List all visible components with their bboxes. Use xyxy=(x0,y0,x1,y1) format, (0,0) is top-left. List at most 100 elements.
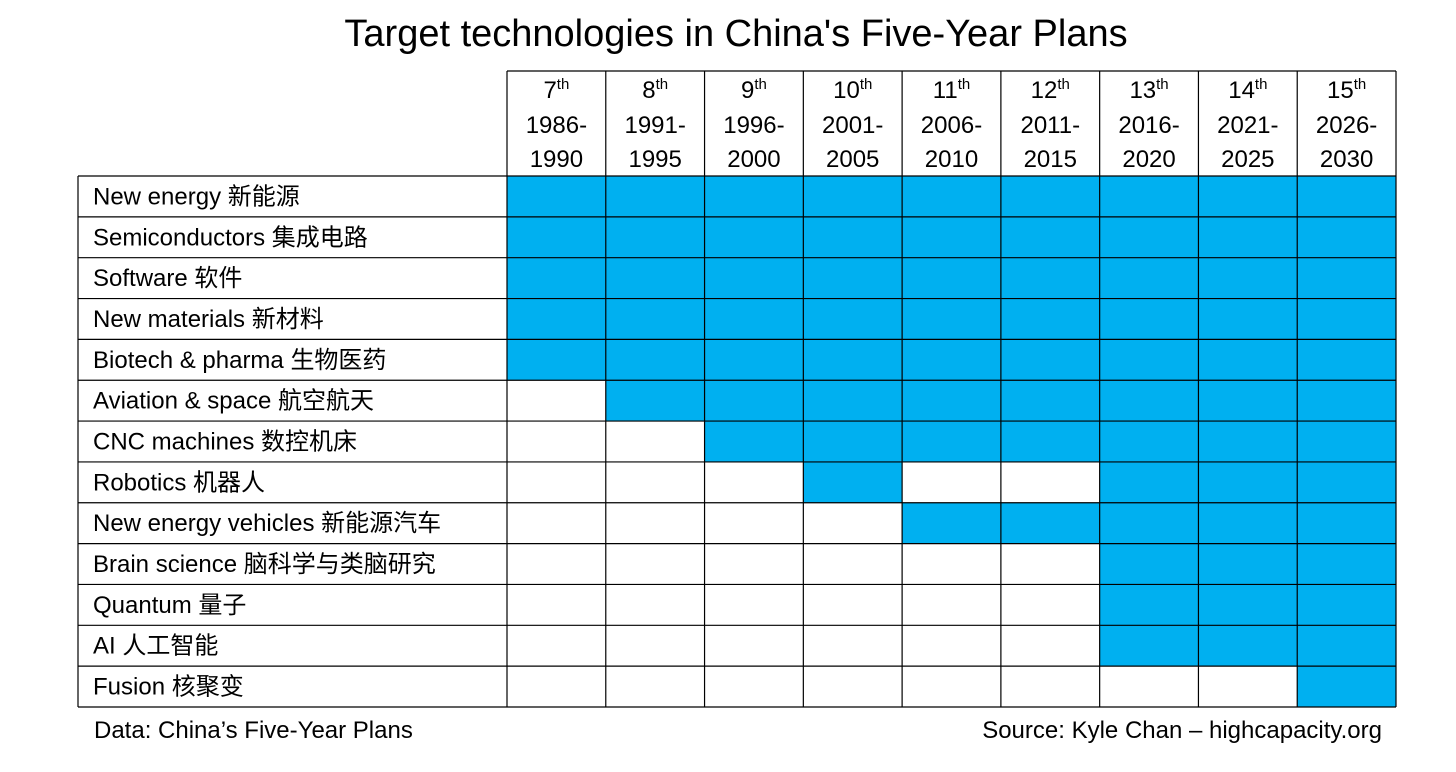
empty-cell xyxy=(803,502,903,544)
empty-cell xyxy=(803,666,903,707)
targeted-cell xyxy=(1297,421,1396,462)
targeted-cell xyxy=(902,257,1001,299)
targeted-cell xyxy=(902,380,1001,422)
targeted-cell xyxy=(803,257,903,299)
targeted-cell xyxy=(803,176,903,217)
empty-cell xyxy=(704,461,804,503)
row-label: Semiconductors 集成电路 xyxy=(93,224,368,251)
empty-cell xyxy=(902,543,1001,585)
empty-cell xyxy=(507,584,606,626)
targeted-cell xyxy=(704,421,804,462)
targeted-cell xyxy=(605,257,705,299)
empty-cell xyxy=(605,543,705,585)
empty-cell xyxy=(704,502,804,544)
empty-cell xyxy=(507,543,606,585)
row-label: New energy vehicles 新能源汽车 xyxy=(93,510,441,537)
targeted-cell xyxy=(1198,421,1298,462)
column-header-end-year: 2010 xyxy=(925,146,978,173)
column-header-ordinal: 7th xyxy=(543,76,569,104)
empty-cell xyxy=(1000,666,1100,707)
targeted-cell xyxy=(1198,625,1298,667)
empty-cell xyxy=(1198,666,1298,707)
targeted-cell xyxy=(704,257,804,299)
targeted-cell xyxy=(803,421,903,462)
row-label: New energy 新能源 xyxy=(93,183,300,210)
column-header-end-year: 2025 xyxy=(1221,146,1274,173)
targeted-cell xyxy=(704,339,804,381)
targeted-cell xyxy=(1099,584,1199,626)
targeted-cell xyxy=(1000,257,1100,299)
empty-cell xyxy=(803,543,903,585)
empty-cell xyxy=(507,625,606,667)
targeted-cell xyxy=(1000,502,1100,544)
empty-cell xyxy=(1000,584,1100,626)
empty-cell xyxy=(605,625,705,667)
targeted-cell xyxy=(1000,216,1100,258)
targeted-cell xyxy=(1099,625,1199,667)
targeted-cell xyxy=(1000,339,1100,381)
targeted-cell xyxy=(902,421,1001,462)
column-header-end-year: 2015 xyxy=(1024,146,1077,173)
targeted-cell xyxy=(507,257,606,299)
targeted-cell xyxy=(1297,339,1396,381)
targeted-cell xyxy=(902,339,1001,381)
column-header-ordinal: 12th xyxy=(1031,76,1070,104)
targeted-cell xyxy=(1099,502,1199,544)
column-header-ordinal: 8th xyxy=(642,76,668,104)
column-header-ordinal: 15th xyxy=(1327,76,1366,104)
column-header-start-year: 2001- xyxy=(822,112,883,139)
targeted-cell xyxy=(1198,257,1298,299)
column-header-start-year: 2026- xyxy=(1316,112,1377,139)
column-header-start-year: 1991- xyxy=(624,112,685,139)
targeted-cell xyxy=(605,298,705,340)
targeted-cell xyxy=(1297,666,1396,707)
targeted-cell xyxy=(902,216,1001,258)
empty-cell xyxy=(704,625,804,667)
empty-cell xyxy=(902,584,1001,626)
targeted-cell xyxy=(1000,421,1100,462)
targeted-cell xyxy=(1099,216,1199,258)
targeted-cell xyxy=(1099,543,1199,585)
empty-cell xyxy=(507,666,606,707)
targeted-cell xyxy=(507,176,606,217)
targeted-cell xyxy=(605,216,705,258)
empty-cell xyxy=(605,421,705,462)
empty-cell xyxy=(803,625,903,667)
row-label: New materials 新材料 xyxy=(93,306,324,333)
targeted-cell xyxy=(1099,461,1199,503)
targeted-cell xyxy=(1099,421,1199,462)
targeted-cell xyxy=(1198,298,1298,340)
targeted-cell xyxy=(605,339,705,381)
targeted-cell xyxy=(1198,584,1298,626)
empty-cell xyxy=(902,666,1001,707)
targeted-cell xyxy=(605,176,705,217)
empty-cell xyxy=(1000,625,1100,667)
empty-cell xyxy=(704,666,804,707)
targeted-cell xyxy=(1099,257,1199,299)
targeted-cell xyxy=(1297,584,1396,626)
targeted-cell xyxy=(1297,216,1396,258)
targeted-cell xyxy=(902,298,1001,340)
targeted-cell xyxy=(1297,543,1396,585)
targeted-cell xyxy=(1000,176,1100,217)
source-credit: Source: Kyle Chan – highcapacity.org xyxy=(982,717,1382,744)
row-label: CNC machines 数控机床 xyxy=(93,429,357,456)
targeted-cell xyxy=(902,176,1001,217)
column-header-start-year: 2016- xyxy=(1118,112,1179,139)
column-header-ordinal: 13th xyxy=(1129,76,1168,104)
targeted-cell xyxy=(1099,176,1199,217)
targeted-cell xyxy=(1297,502,1396,544)
row-label: Brain science 脑科学与类脑研究 xyxy=(93,551,436,578)
column-header-ordinal: 11th xyxy=(933,76,970,104)
targeted-cell xyxy=(1198,502,1298,544)
empty-cell xyxy=(605,584,705,626)
targeted-cell xyxy=(704,176,804,217)
data-note: Data: China’s Five-Year Plans xyxy=(94,717,413,744)
column-header-ordinal: 9th xyxy=(741,76,767,104)
column-header-end-year: 1990 xyxy=(530,146,583,173)
targeted-cell xyxy=(1297,625,1396,667)
targeted-cell xyxy=(704,216,804,258)
column-header-end-year: 1995 xyxy=(628,146,681,173)
empty-cell xyxy=(1000,543,1100,585)
